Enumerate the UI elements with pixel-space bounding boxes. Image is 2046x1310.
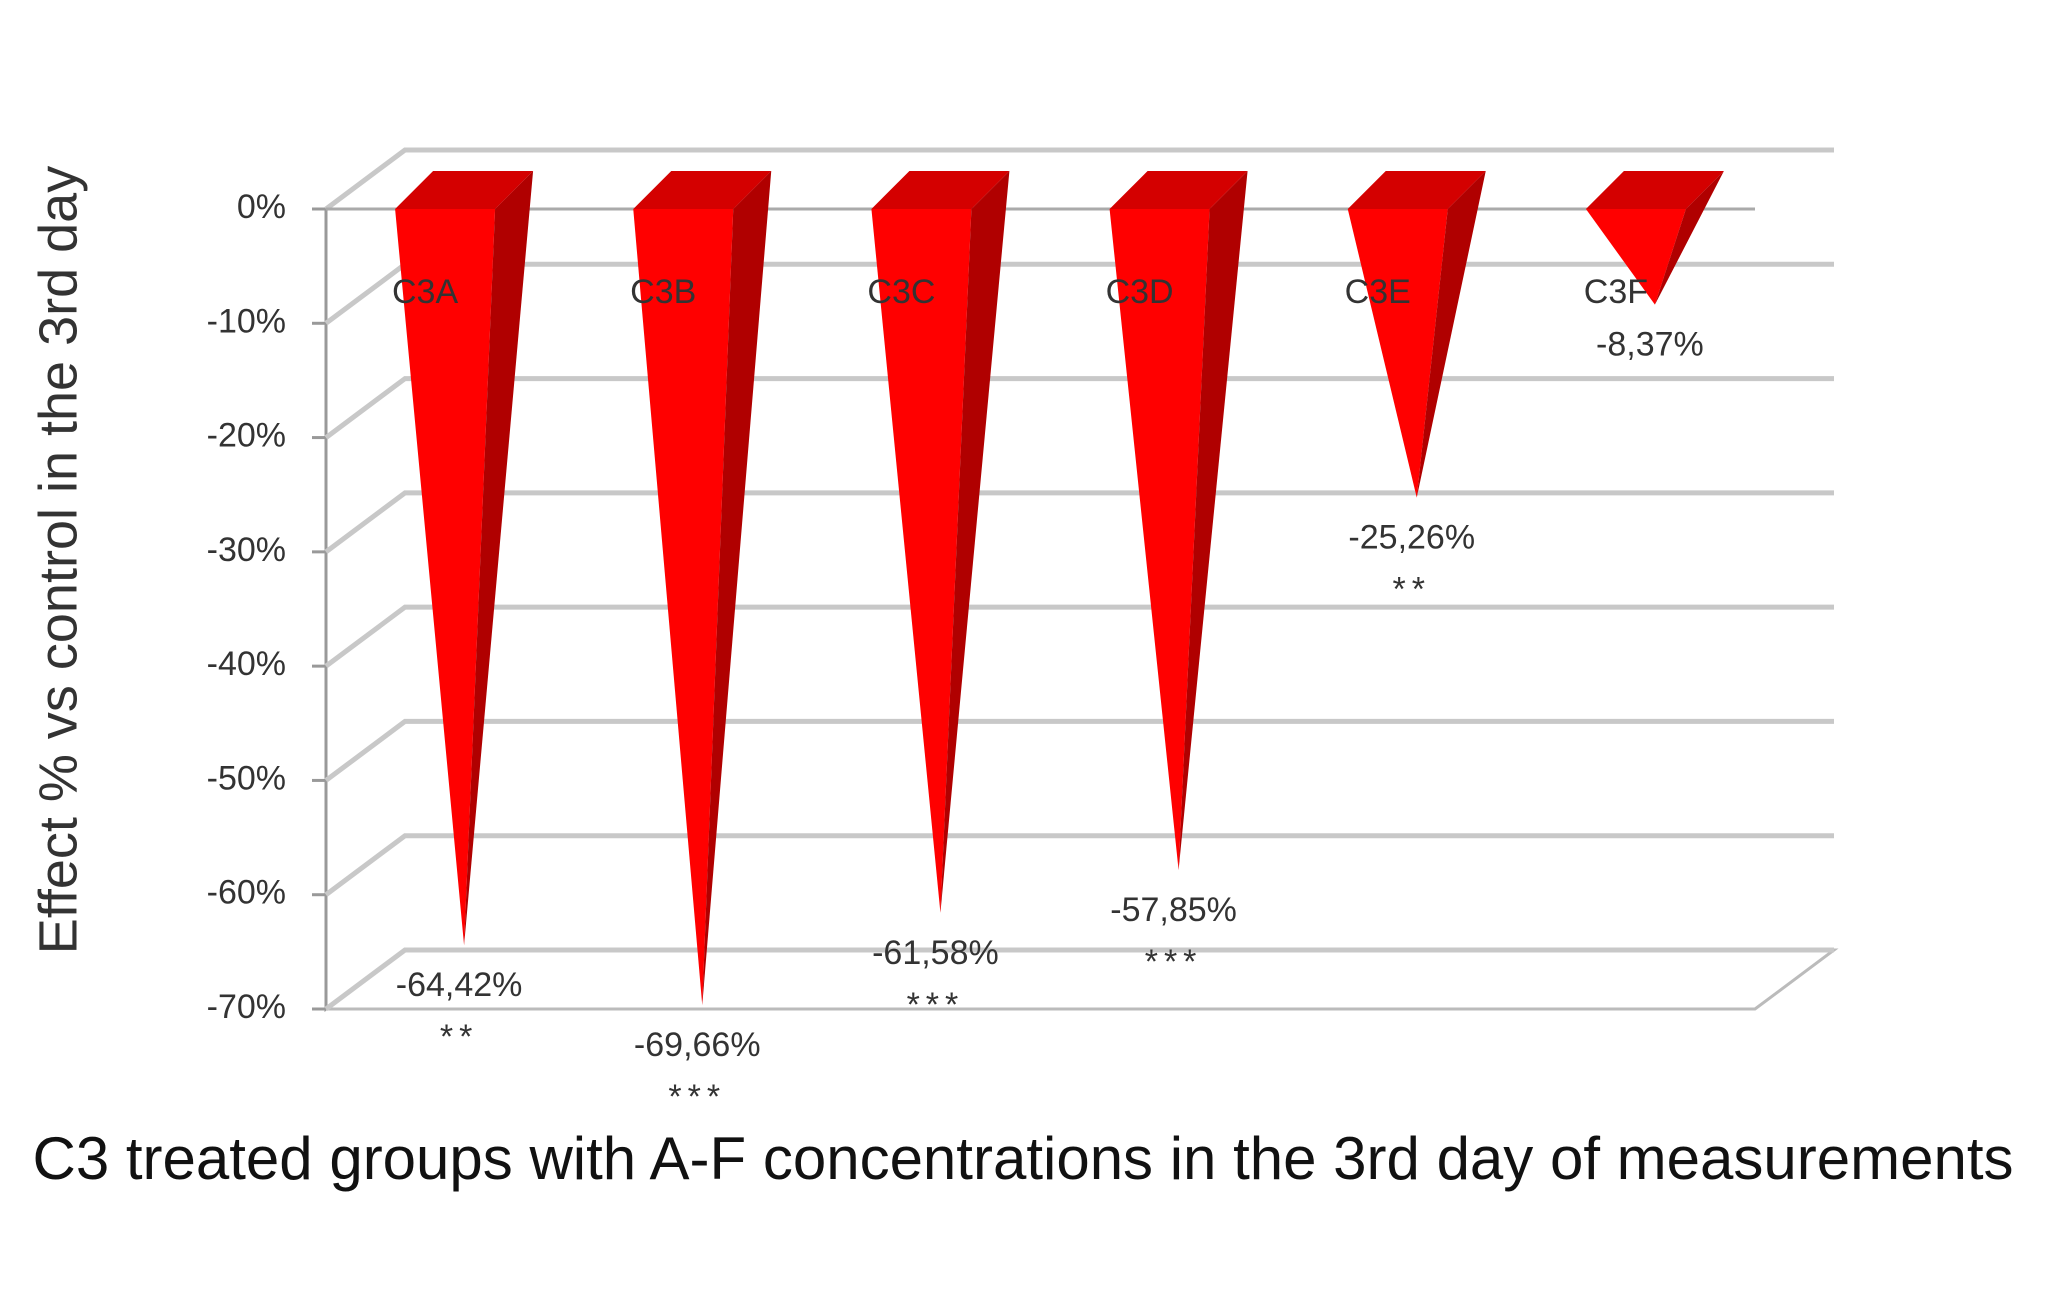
- pyramid: [1347, 171, 1486, 498]
- category-label: C3F: [1584, 273, 1648, 311]
- pyramid: [1585, 171, 1724, 305]
- value-label: -61,58%: [872, 934, 999, 972]
- category-label: C3C: [867, 273, 935, 311]
- grid-line: [324, 490, 1834, 554]
- y-tick-label: -60%: [207, 874, 286, 912]
- pyramid-face: [1347, 209, 1448, 498]
- pyramid-face: [1347, 171, 1486, 209]
- pyramid-face: [1585, 209, 1686, 305]
- pyramid: [871, 171, 1010, 913]
- pyramid-face: [1654, 171, 1724, 305]
- pyramid: [1109, 171, 1248, 871]
- grid-line: [324, 833, 1834, 897]
- pyramid-face: [395, 171, 534, 209]
- significance-label: **: [1393, 571, 1431, 609]
- pyramid: [633, 171, 772, 1006]
- pyramid-face: [1109, 209, 1210, 871]
- value-label: -8,37%: [1596, 326, 1704, 364]
- y-tick-label: -70%: [207, 988, 286, 1026]
- significance-label: ***: [907, 986, 965, 1024]
- pyramid-face: [871, 209, 972, 913]
- pyramid-face: [633, 171, 772, 209]
- pyramid-face: [871, 171, 1010, 209]
- pyramid-face: [464, 171, 534, 946]
- value-label: -25,26%: [1348, 519, 1475, 557]
- y-tick-label: -30%: [207, 531, 286, 569]
- pyramid-face: [1109, 171, 1248, 209]
- pyramid-face: [1416, 171, 1486, 498]
- y-tick-label: 0%: [237, 188, 286, 226]
- pyramid-face: [633, 209, 734, 1006]
- y-tick-label: -50%: [207, 759, 286, 797]
- category-label: C3D: [1106, 273, 1174, 311]
- value-label: -64,42%: [396, 966, 523, 1004]
- category-label: C3A: [392, 273, 458, 311]
- value-label: -57,85%: [1110, 891, 1237, 929]
- category-label: C3E: [1345, 273, 1411, 311]
- side-wall: [324, 209, 406, 1012]
- x-axis-title: C3 treated groups with A-F concentration…: [32, 1125, 2014, 1192]
- floor: [321, 948, 1839, 1011]
- grid-line: [324, 947, 1834, 1012]
- y-axis-title: Effect % vs control in the 3rd day: [28, 166, 88, 954]
- grid-line: [324, 376, 1834, 440]
- grid-line: [324, 718, 1834, 783]
- pyramid: [395, 171, 534, 946]
- y-tick-label: -40%: [207, 645, 286, 683]
- significance-label: ***: [668, 1078, 726, 1116]
- pyramid-face: [395, 209, 496, 946]
- significance-label: ***: [1145, 943, 1203, 981]
- value-label: -69,66%: [634, 1026, 761, 1064]
- grid-line: [324, 147, 1834, 212]
- pyramid-face: [940, 171, 1010, 913]
- y-tick-label: -20%: [207, 417, 286, 455]
- pyramid-face: [1585, 171, 1724, 209]
- significance-label: **: [440, 1018, 478, 1056]
- category-label: C3B: [630, 273, 696, 311]
- pyramid-face: [1178, 171, 1248, 871]
- grid-line: [324, 604, 1834, 669]
- pyramid-face: [702, 171, 772, 1006]
- y-tick-label: -10%: [207, 302, 286, 340]
